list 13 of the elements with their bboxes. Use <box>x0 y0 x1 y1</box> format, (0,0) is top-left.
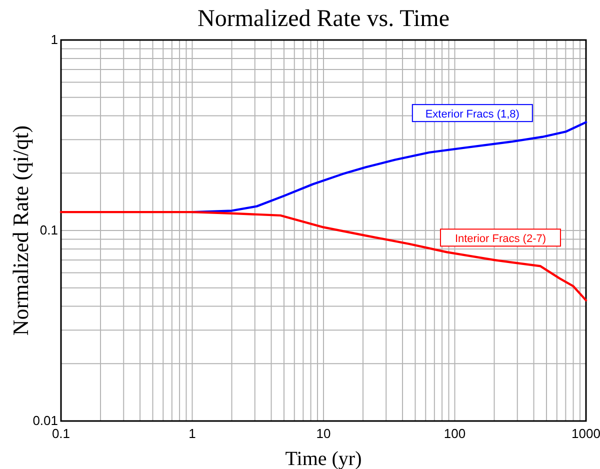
chart-title: Normalized Rate vs. Time <box>198 6 450 32</box>
y-axis-title: Normalized Rate (qi/qt) <box>8 125 33 336</box>
y-tick-label: 0.01 <box>32 413 58 428</box>
x-axis-title: Time (yr) <box>285 448 362 469</box>
series-label: Interior Fracs (2-7) <box>454 233 546 246</box>
x-tick-label: 1000 <box>572 426 600 441</box>
y-tick-label: 1 <box>50 32 58 47</box>
x-tick-label: 1 <box>188 426 196 441</box>
x-tick-label: 100 <box>444 426 466 441</box>
x-tick-label: 0.1 <box>52 426 70 441</box>
x-tick-label: 10 <box>316 426 331 441</box>
series-label: Exterior Fracs (1,8) <box>425 108 520 121</box>
y-tick-label: 0.1 <box>40 222 58 238</box>
